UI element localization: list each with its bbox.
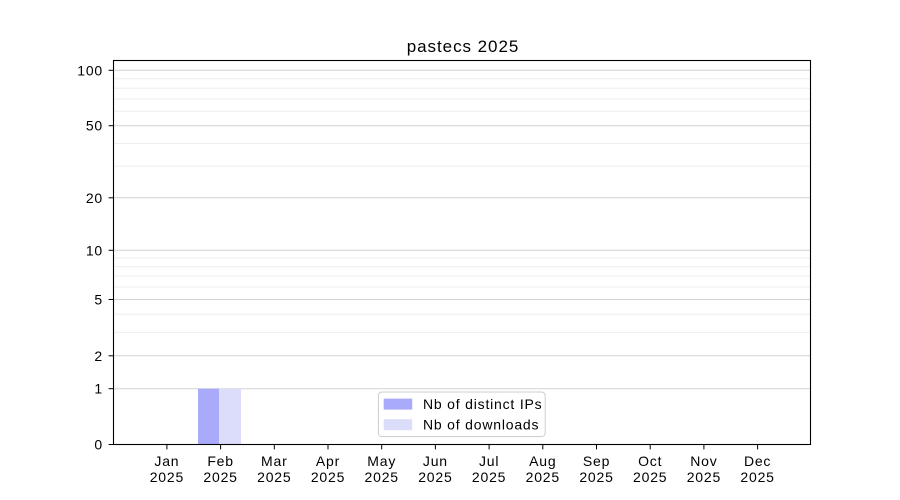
svg-text:5: 5 [94,292,103,308]
svg-text:pastecs 2025: pastecs 2025 [407,37,520,56]
svg-text:10: 10 [86,242,103,258]
svg-text:20: 20 [86,190,103,206]
svg-text:Nb of downloads: Nb of downloads [423,416,539,432]
svg-text:Nb of distinct IPs: Nb of distinct IPs [423,396,542,412]
svg-text:0: 0 [94,437,103,453]
svg-text:100: 100 [77,62,103,78]
svg-text:1: 1 [94,381,103,397]
svg-text:2: 2 [94,348,103,364]
svg-text:50: 50 [86,118,103,134]
